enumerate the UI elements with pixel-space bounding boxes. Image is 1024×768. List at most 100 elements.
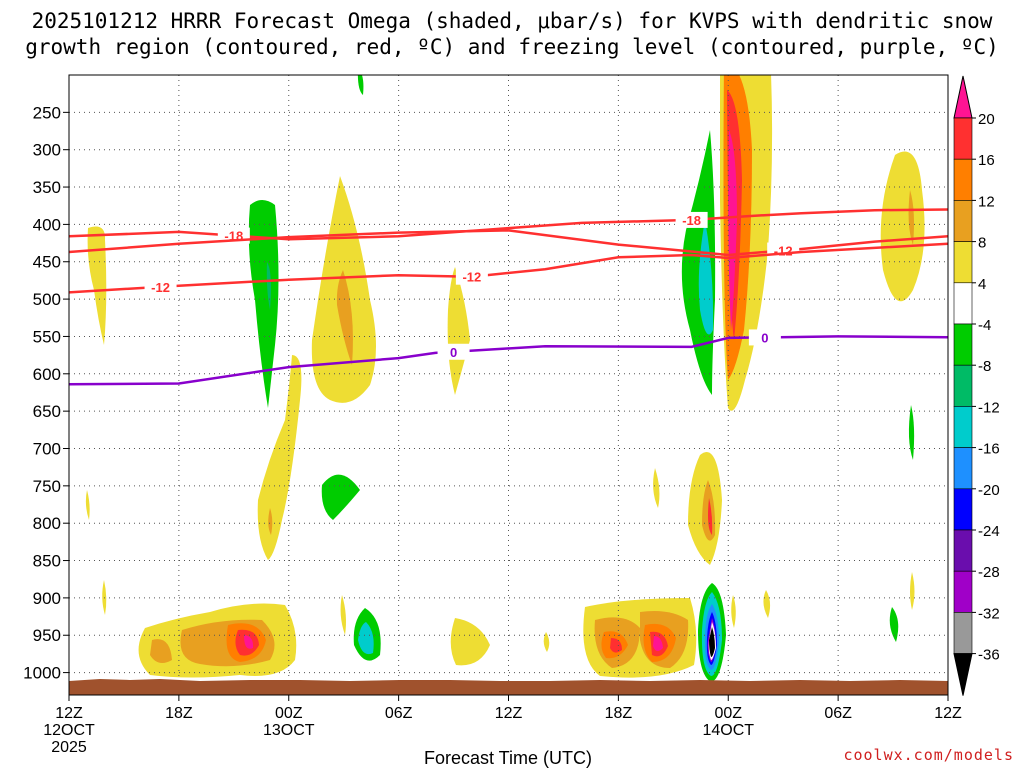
omega-region xyxy=(653,636,663,652)
omega-region xyxy=(450,618,490,666)
omega-region xyxy=(763,590,771,618)
x-tick-date-label: 12OCT xyxy=(43,722,95,739)
omega-region xyxy=(698,220,714,335)
omega-region xyxy=(709,627,715,657)
colorbar: 20 16 12 8 4 -4 -8 -12 -16 -20 -24 -28 -32 -36 xyxy=(953,75,1000,696)
x-axis-title: Forecast Time (UTC) xyxy=(424,748,592,768)
omega-region xyxy=(910,572,915,610)
omega-region xyxy=(336,270,353,365)
x-tick-label: 00Z xyxy=(275,705,303,722)
y-tick-label: 450 xyxy=(33,253,61,272)
colorbar-swatch xyxy=(953,364,973,407)
colorbar-label: 4 xyxy=(978,276,986,293)
omega-region xyxy=(150,639,172,664)
y-tick-label: 950 xyxy=(33,626,61,645)
omega-region xyxy=(358,622,374,655)
y-tick-label: 300 xyxy=(33,141,61,160)
y-tick-label: 650 xyxy=(33,402,61,421)
colorbar-label: -24 xyxy=(978,523,1000,540)
colorbar-label: -32 xyxy=(978,605,1000,622)
colorbar-swatch xyxy=(953,447,973,490)
omega-shading xyxy=(85,75,925,682)
omega-region xyxy=(728,130,737,330)
omega-region xyxy=(321,474,360,520)
x-tick-label: 18Z xyxy=(605,705,633,722)
credit-text: coolwx.com/models xyxy=(843,746,1014,764)
omega-region xyxy=(708,498,713,535)
contour-label-bg xyxy=(748,329,781,346)
y-tick-label: 550 xyxy=(33,327,61,346)
contour-label: -18 xyxy=(682,213,701,228)
colorbar-swatch xyxy=(953,282,973,325)
colorbar-arrow-bottom xyxy=(953,653,973,696)
x-tick-label: 12Z xyxy=(934,705,962,722)
colorbar-label: 16 xyxy=(978,152,995,169)
colorbar-label: 12 xyxy=(978,193,995,210)
colorbar-label: 8 xyxy=(978,235,986,252)
x-tick-date-label: 13OCT xyxy=(263,722,315,739)
omega-region xyxy=(889,607,899,642)
terrain-band xyxy=(69,679,948,695)
y-tick-label: 350 xyxy=(33,178,61,197)
contour-label: 0 xyxy=(450,345,457,360)
contour-label: -12 xyxy=(774,244,793,259)
x-tick-label: 00Z xyxy=(714,705,742,722)
omega-region xyxy=(248,200,279,408)
omega-region xyxy=(543,632,550,652)
y-tick-label: 750 xyxy=(33,477,61,496)
omega-region xyxy=(610,638,622,653)
colorbar-label: -8 xyxy=(978,358,991,375)
contour-label-bg xyxy=(455,268,488,285)
colorbar-swatch xyxy=(953,323,973,366)
x-tick-label: 12Z xyxy=(55,705,83,722)
colorbar-arrow-top xyxy=(953,75,973,119)
y-tick-label: 500 xyxy=(33,290,61,309)
colorbar-label: -16 xyxy=(978,441,1000,458)
y-tick-label: 850 xyxy=(33,552,61,571)
omega-region xyxy=(447,267,470,395)
y-tick-label: 1000 xyxy=(23,664,61,683)
contour-line xyxy=(69,229,948,257)
x-tick-year-label: 2025 xyxy=(51,739,87,756)
contour-label: -12 xyxy=(151,280,170,295)
chart-title: 2025101212 HRRR Forecast Omega (shaded, … xyxy=(0,8,1024,60)
contour-line xyxy=(69,208,948,241)
y-tick-label: 800 xyxy=(33,514,61,533)
colorbar-swatch xyxy=(953,406,973,448)
x-tick-label: 06Z xyxy=(824,705,852,722)
y-tick-label: 400 xyxy=(33,215,61,234)
grid xyxy=(68,75,949,695)
title-line-1: 2025101212 HRRR Forecast Omega (shaded, … xyxy=(31,9,993,33)
omega-region xyxy=(731,595,736,628)
contour-line xyxy=(69,242,948,294)
y-tick-label: 900 xyxy=(33,589,61,608)
contour-label: 0 xyxy=(761,330,768,345)
colorbar-label: -4 xyxy=(978,317,991,334)
colorbar-label: -28 xyxy=(978,564,1000,581)
omega-region xyxy=(85,490,90,520)
colorbar-swatch xyxy=(953,570,973,613)
colorbar-swatch xyxy=(953,200,973,242)
y-tick-label: 700 xyxy=(33,439,61,458)
colorbar-label: -20 xyxy=(978,482,1000,499)
omega-region xyxy=(257,355,302,560)
y-axis: 250 300 350 400 450 500 550 600 650 700 750 800 850 9… xyxy=(23,103,69,683)
title-line-2: growth region (contoured, red, ºC) and f… xyxy=(25,35,999,59)
omega-region xyxy=(908,190,914,245)
omega-region xyxy=(880,151,925,302)
y-tick-label: 250 xyxy=(33,103,61,122)
omega-region xyxy=(268,508,273,535)
contour-label-bg xyxy=(437,343,470,360)
omega-region xyxy=(87,226,107,345)
colorbar-swatch xyxy=(953,488,973,531)
x-tick-label: 06Z xyxy=(385,705,413,722)
colorbar-swatch xyxy=(953,241,973,284)
contour-label-bg xyxy=(144,278,177,295)
contour-label-bg xyxy=(675,211,708,228)
omega-region xyxy=(357,75,364,95)
contour-line xyxy=(69,335,948,386)
omega-region xyxy=(244,635,254,649)
omega-region xyxy=(340,595,346,635)
y-tick-label: 600 xyxy=(33,365,61,384)
